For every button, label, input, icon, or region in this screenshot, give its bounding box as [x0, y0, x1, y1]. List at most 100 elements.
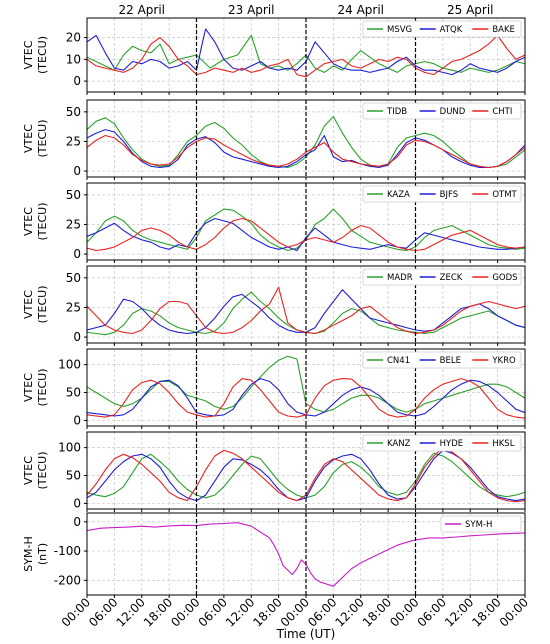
x-tick-label: 12:00	[442, 595, 476, 629]
x-tick-label: 00:00	[59, 595, 93, 629]
y-axis-label: VTEC(TECU)	[22, 203, 49, 241]
legend-label: HYDE	[440, 439, 464, 449]
y-axis-label: VTEC(TECU)	[22, 452, 49, 490]
series-line-chti	[87, 134, 525, 169]
panel-5: 0 50 100 VTEC(TECU) CN41 BELE YKRO	[22, 348, 526, 429]
y-tick-label: 0	[73, 330, 81, 344]
legend-label: KAZA	[387, 190, 410, 200]
panel-6: 0 50 100 VTEC(TECU) KANZ HYDE HKSL	[22, 431, 526, 512]
legend-box	[362, 20, 522, 38]
day-label: 25 April	[447, 3, 494, 17]
series-line-msvg	[87, 34, 525, 73]
y-tick-label: 25	[66, 134, 81, 148]
legend-box	[362, 351, 522, 369]
legend-label: DUND	[440, 107, 466, 117]
y-tick-label: 50	[66, 386, 81, 400]
panel-1: 0 10 20 VTEC(TECU) MSVG ATQK BAKE	[22, 17, 526, 95]
series-line-atqk	[87, 28, 525, 76]
legend: KAZA BJFS OTMT	[362, 185, 522, 203]
legend-label: CN41	[387, 356, 410, 366]
y-tick-label: 50	[66, 271, 81, 285]
x-tick-label: 00:00	[387, 595, 421, 629]
panel-3: 0 25 50 VTEC(TECU) KAZA BJFS OTMT	[22, 182, 526, 263]
y-tick-label: 50	[66, 188, 81, 202]
legend-label: HKSL	[492, 439, 514, 449]
legend: MSVG ATQK BAKE	[362, 20, 522, 38]
series-line-bake	[87, 34, 525, 78]
y-tick-label: 0	[73, 496, 81, 510]
series-line-sym-h	[87, 522, 525, 587]
x-tick-label: 12:00	[223, 595, 257, 629]
x-tick-label: 18:00	[469, 595, 503, 629]
x-tick-label: 06:00	[196, 595, 230, 629]
panel-7: -200 -100 0 SYM-H(nT) SYM-H	[22, 512, 526, 598]
day-labels: 22 April 23 April 24 April 25 April	[118, 3, 493, 17]
legend-label: KANZ	[387, 439, 411, 449]
legend: SYM-H	[440, 515, 522, 533]
day-label: 23 April	[228, 3, 275, 17]
legend-label: MADR	[387, 273, 413, 283]
x-tick-label: 00:00	[497, 595, 531, 629]
legend: CN41 BELE YKRO	[362, 351, 522, 369]
y-tick-label: 0	[73, 74, 81, 88]
series-line-ykro	[87, 378, 525, 419]
day-label: 22 April	[118, 3, 165, 17]
x-tick-label: 12:00	[114, 595, 148, 629]
y-tick-label: 10	[66, 52, 81, 66]
legend-label: BJFS	[440, 190, 458, 200]
legend-label: YKRO	[491, 356, 516, 366]
legend-label: CHTI	[492, 107, 512, 117]
y-tick-label: 0	[73, 515, 81, 529]
y-tick-label: 25	[66, 300, 81, 314]
y-tick-label: 50	[66, 105, 81, 119]
y-tick-label: 100	[58, 358, 81, 372]
y-axis-label: SYM-H(nT)	[22, 536, 49, 571]
legend-label: OTMT	[492, 190, 517, 200]
legend-label: BELE	[440, 356, 461, 366]
series-line-hyde	[87, 449, 525, 502]
legend-label: MSVG	[387, 25, 412, 35]
y-axis-label: VTEC(TECU)	[22, 120, 49, 158]
x-tick-label: 18:00	[250, 595, 284, 629]
x-tick-label: 18:00	[360, 595, 394, 629]
legend: KANZ HYDE HKSL	[362, 434, 522, 452]
y-tick-label: 0	[73, 164, 81, 178]
legend-box	[362, 185, 522, 203]
x-tick-label: 06:00	[86, 595, 120, 629]
y-axis-label: VTEC(TECU)	[22, 286, 49, 324]
y-tick-label: 100	[58, 441, 81, 455]
panel-2: 0 25 50 VTEC(TECU) TIDB DUND CHTI	[22, 99, 526, 180]
panel-4: 0 25 50 VTEC(TECU) MADR ZECK GODS	[22, 265, 526, 346]
legend-box	[362, 434, 522, 452]
y-tick-label: 25	[66, 217, 81, 231]
y-tick-label: 0	[73, 413, 81, 427]
y-tick-label: 50	[66, 469, 81, 483]
legend-box	[362, 102, 522, 120]
x-tick-label: 00:00	[168, 595, 202, 629]
legend-label: BAKE	[492, 25, 515, 35]
y-axis-label: VTEC(TECU)	[22, 369, 49, 407]
x-tick-label: 06:00	[415, 595, 449, 629]
legend-box	[440, 515, 522, 533]
day-label: 24 April	[337, 3, 384, 17]
x-tick-label: 06:00	[305, 595, 339, 629]
x-tick-labels: 00:0006:0012:0018:0000:0006:0012:0018:00…	[59, 595, 531, 629]
panels: 0 10 20 VTEC(TECU) MSVG ATQK BAKE 0 25 50 VTEC(TEC…	[22, 17, 526, 598]
x-tick-label: 18:00	[141, 595, 175, 629]
legend-label: ATQK	[440, 25, 463, 35]
legend: TIDB DUND CHTI	[362, 102, 522, 120]
legend-label: SYM-H	[465, 520, 492, 530]
x-axis-label: Time (UT)	[276, 627, 336, 641]
y-tick-label: -200	[54, 573, 81, 587]
x-tick-label: 00:00	[278, 595, 312, 629]
y-tick-label: -100	[54, 544, 81, 558]
y-tick-label: 0	[73, 247, 81, 261]
legend-label: TIDB	[386, 107, 407, 117]
y-axis-label: VTEC(TECU)	[22, 36, 49, 74]
x-tick-label: 12:00	[333, 595, 367, 629]
legend: MADR ZECK GODS	[362, 268, 522, 286]
legend-label: ZECK	[440, 273, 463, 283]
legend-label: GODS	[492, 273, 517, 283]
legend-box	[362, 268, 522, 286]
